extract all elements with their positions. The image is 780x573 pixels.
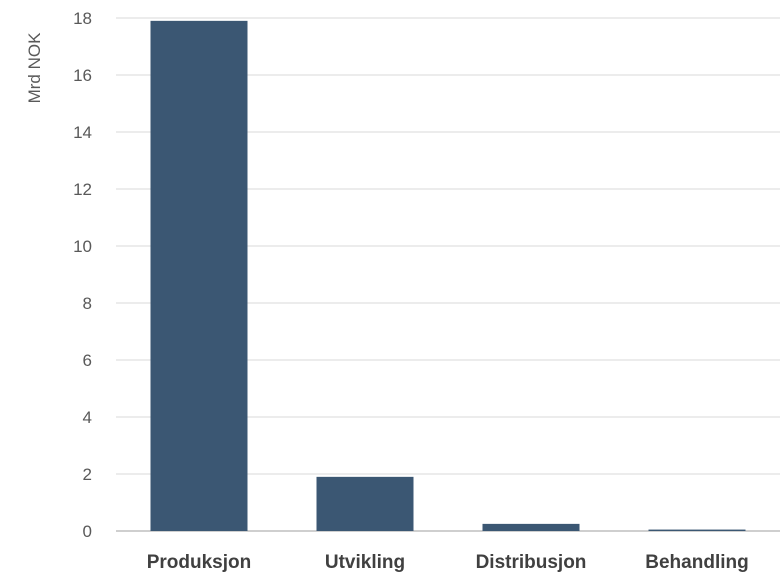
x-category-label: Produksjon (147, 552, 252, 573)
y-tick-label: 6 (83, 351, 92, 370)
bar-produksjon (150, 20, 248, 531)
y-tick-label: 8 (83, 294, 92, 313)
y-tick-label: 2 (83, 465, 92, 484)
y-tick-label: 12 (73, 180, 92, 199)
y-tick-label: 0 (83, 522, 92, 541)
bars (150, 20, 746, 531)
y-tick-label: 18 (73, 9, 92, 28)
bar-distribusjon (482, 523, 580, 531)
bar-utvikling (316, 476, 414, 531)
y-axis-title: Mrd NOK (25, 32, 44, 104)
y-tick-label: 10 (73, 237, 92, 256)
bar-behandling (648, 529, 746, 531)
x-category-label: Utvikling (325, 552, 405, 573)
x-category-label: Behandling (645, 552, 748, 573)
y-tick-label: 14 (73, 123, 92, 142)
y-tick-label: 16 (73, 66, 92, 85)
y-tick-labels: 0 2 4 6 8 10 12 14 16 18 (73, 9, 92, 541)
x-category-label: Distribusjon (476, 552, 587, 573)
x-category-labels: Produksjon Utvikling Distribusjon Behandlin… (147, 552, 749, 573)
y-tick-label: 4 (83, 408, 92, 427)
